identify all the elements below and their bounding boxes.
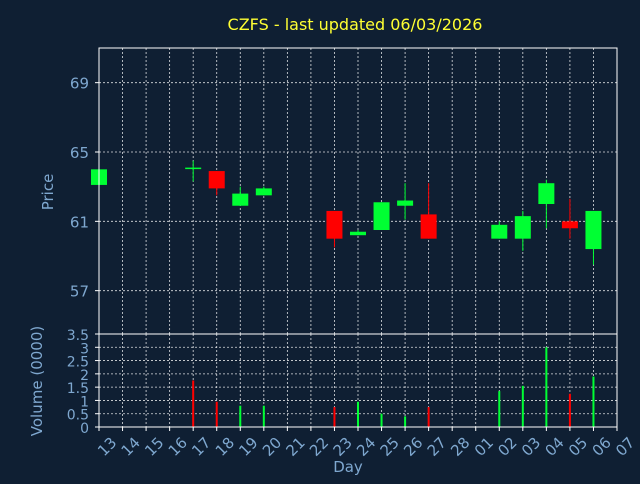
candle-body [185,167,202,170]
candle-body [397,200,414,206]
price-tick-label: 57 [70,283,89,301]
x-tick-label: 03 [518,434,544,460]
x-tick-label: 14 [118,434,144,460]
x-tick-label: 02 [494,434,520,460]
x-tick-label: 27 [424,434,450,460]
x-tick-label: 25 [377,434,403,460]
x-tick-label: 18 [212,434,238,460]
x-tick-label: 06 [589,434,615,460]
price-tick-label: 69 [70,75,89,93]
volume-tick-label: 1 [80,394,89,410]
volume-bar [592,376,595,427]
volume-bar [545,347,548,427]
candle-body [350,231,366,236]
volume-tick-label: 3 [80,341,89,357]
volume-bar [333,407,336,427]
price-axis-label: Price [39,174,57,211]
volume-tick-label: 3.5 [67,328,89,344]
x-tick-label: 20 [259,434,285,460]
candle-body [373,202,390,230]
volume-tick-label: 0.5 [67,408,89,424]
volume-panel: 00.511.522.533.5 [67,328,618,437]
candle-body [232,193,249,206]
volume-tick-label: 0 [80,421,89,437]
x-tick-label: 21 [282,434,308,460]
volume-tick-label: 2.5 [67,355,89,371]
volume-bar [404,416,407,427]
x-tick-label: 07 [612,434,638,460]
volume-bar [380,413,383,427]
volume-tick-label: 2 [80,368,89,384]
candle-body [561,221,578,229]
candle-body [538,183,555,204]
chart-title: CZFS - last updated 06/03/2026 [228,15,483,34]
candle-body [585,210,602,250]
x-tick-label: 13 [94,434,120,460]
volume-bar [521,385,524,427]
x-tick-label: 22 [306,434,332,460]
candle-body [491,224,508,239]
volume-bar [192,380,195,427]
x-tick-label: 15 [141,434,167,460]
x-tick-label: 17 [188,434,214,460]
x-axis-ticks: 1314151617181920212223242526272801020304… [94,427,638,460]
volume-bar [215,401,218,427]
price-tick-label: 61 [70,213,89,231]
candle-body [326,210,343,239]
candle-body [514,216,531,239]
candle-body [208,171,225,189]
x-tick-label: 28 [447,434,473,460]
x-tick-label: 26 [400,434,426,460]
price-tick-label: 65 [70,144,89,162]
volume-bar [357,401,359,427]
volume-bar [239,405,242,427]
volume-axis-label: Volume (0000) [28,326,46,436]
volume-bar [498,391,501,427]
x-tick-label: 05 [565,434,591,460]
volume-bar [568,393,571,427]
volume-bar [262,405,265,427]
x-axis-label: Day [333,458,363,476]
x-tick-label: 01 [471,434,497,460]
price-panel: 57 61 65 69 [70,47,618,335]
volume-tick-label: 1.5 [67,381,89,397]
x-tick-label: 04 [541,434,567,460]
candle-body [255,188,272,196]
x-tick-label: 16 [165,434,191,460]
x-tick-label: 24 [353,434,379,460]
candle-body [420,214,437,239]
x-tick-label: 19 [235,434,261,460]
x-tick-label: 23 [330,434,356,460]
volume-bar [427,407,430,427]
